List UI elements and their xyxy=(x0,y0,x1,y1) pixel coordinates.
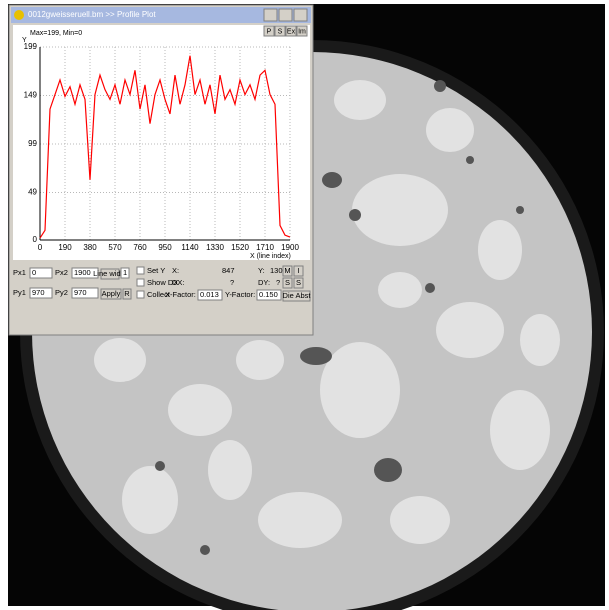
toolbar-button-label: Ex xyxy=(287,28,296,35)
toolbar-button-label: P xyxy=(267,28,272,35)
button-label: I xyxy=(297,266,299,275)
text-field-value: 1 xyxy=(123,268,127,277)
plot-title: Max=199, Min=0 xyxy=(30,30,82,37)
checkbox[interactable] xyxy=(137,291,144,298)
x-tick-label: 190 xyxy=(58,243,72,252)
app-icon xyxy=(14,10,24,20)
y-tick-label: 49 xyxy=(28,188,37,197)
text-field-value: 0.013 xyxy=(200,290,219,299)
x-axis-label: X (line index) xyxy=(250,253,291,260)
control-label: DY: xyxy=(258,278,270,287)
x-tick-label: 1710 xyxy=(256,243,274,252)
checkbox[interactable] xyxy=(137,267,144,274)
window-title: 0012gweisseruell.bm >> Profile Plot xyxy=(28,10,156,19)
page: {"window": {"title": "0012gweisseruell.b… xyxy=(0,0,609,610)
control-label: 847 xyxy=(222,266,235,275)
x-tick-label: 1520 xyxy=(231,243,249,252)
control-label: X-Factor: xyxy=(165,290,196,299)
control-label: Y: xyxy=(258,266,265,275)
button-label: Apply xyxy=(102,289,121,298)
close-button[interactable] xyxy=(294,9,307,21)
x-tick-label: 950 xyxy=(158,243,172,252)
control-label: Set Y xyxy=(147,266,165,275)
screen: 0012gweisseruell.bm >> Profile Plot PSEx… xyxy=(0,0,609,610)
x-tick-label: 380 xyxy=(83,243,97,252)
y-tick-label: 99 xyxy=(28,139,37,148)
control-label: ? xyxy=(276,278,280,287)
control-label: ? xyxy=(230,278,234,287)
x-tick-label: 1900 xyxy=(281,243,299,252)
text-field-value: 0 xyxy=(32,268,36,277)
text-field-value: 0.150 xyxy=(259,290,278,299)
x-tick-label: 570 xyxy=(108,243,122,252)
button-label: S xyxy=(296,278,301,287)
control-label: Px1 xyxy=(13,268,26,277)
text-field-value: 970 xyxy=(74,288,87,297)
maximize-button[interactable] xyxy=(279,9,292,21)
button-label: S xyxy=(285,278,290,287)
control-label: X: xyxy=(172,266,179,275)
x-tick-label: 760 xyxy=(133,243,147,252)
text-field-value: 970 xyxy=(32,288,45,297)
button-label: M xyxy=(284,266,290,275)
button-label: R xyxy=(124,289,130,298)
control-label: Y-Factor: xyxy=(225,290,255,299)
x-tick-label: 0 xyxy=(38,243,43,252)
toolbar-button-label: S xyxy=(278,28,283,35)
button-label: Die Abst xyxy=(283,291,312,300)
toolbar-button-label: Im xyxy=(298,28,306,35)
checkbox[interactable] xyxy=(137,279,144,286)
y-tick-label: 199 xyxy=(24,42,38,51)
control-label: Px2 xyxy=(55,268,68,277)
control-label: 130 xyxy=(270,266,283,275)
y-tick-label: 149 xyxy=(24,91,38,100)
control-label: Py1 xyxy=(13,288,26,297)
text-field-value: 1900 xyxy=(74,268,91,277)
control-label: Py2 xyxy=(55,288,68,297)
x-tick-label: 1330 xyxy=(206,243,224,252)
minimize-button[interactable] xyxy=(264,9,277,21)
control-label: DX: xyxy=(172,278,185,287)
x-tick-label: 1140 xyxy=(181,243,199,252)
